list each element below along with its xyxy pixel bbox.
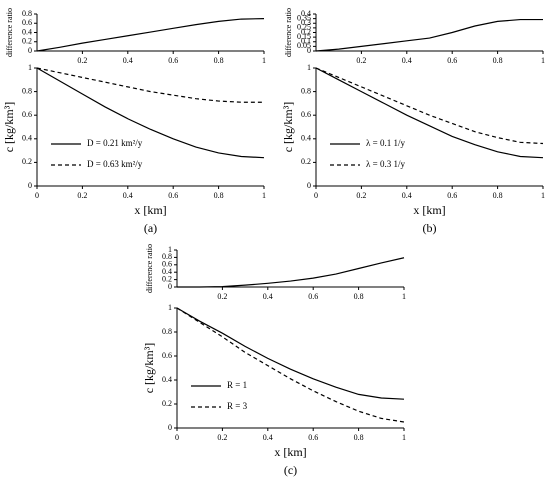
data-line: [176, 307, 405, 400]
y-tick-label: 0.4: [22, 27, 32, 36]
y-tick-label: 0.15: [297, 32, 311, 41]
y-tick-label: 0.4: [162, 267, 172, 276]
data-line: [315, 67, 544, 159]
x-axis-label: x [km]: [274, 445, 306, 459]
y-tick-label: 0: [168, 423, 172, 432]
panel-caption: (a): [144, 221, 157, 235]
x-tick-label: 0.2: [77, 56, 87, 65]
x-tick-label: 0.4: [402, 191, 412, 200]
y-tick-label: 0.8: [22, 9, 32, 18]
y-axis-label: c [kg/km³]: [2, 102, 16, 153]
x-tick-label: 0: [35, 191, 39, 200]
x-tick-label: 0.8: [214, 191, 224, 200]
y-tick-label: 0.8: [22, 86, 32, 95]
x-tick-label: 0: [175, 433, 179, 442]
y-tick-label: 0.2: [301, 27, 311, 36]
x-tick-label: 0.8: [214, 56, 224, 65]
x-tick-label: 0.8: [354, 292, 364, 301]
x-tick-label: 1: [541, 191, 545, 200]
y-tick-label: 0.8: [162, 327, 172, 336]
x-tick-label: 0.8: [354, 433, 364, 442]
y-tick-label: 0.4: [22, 134, 32, 143]
legend-label: D = 0.63 km²/y: [87, 159, 143, 169]
data-line: [177, 257, 405, 288]
y-tick-label: 0.2: [162, 399, 172, 408]
y-tick-label: 1: [168, 303, 172, 312]
y-tick-label: 0.3: [301, 18, 311, 27]
y-tick-label: 1: [28, 63, 32, 72]
x-tick-label: 0.4: [402, 56, 412, 65]
data-line: [36, 67, 264, 103]
y-tick-label: 0.4: [301, 9, 311, 18]
x-tick-label: 0.8: [493, 56, 503, 65]
y-axis-label: difference ratio: [5, 8, 14, 57]
x-tick-label: 1: [541, 56, 545, 65]
y-tick-label: 0.4: [301, 134, 311, 143]
x-tick-label: 0.6: [447, 191, 457, 200]
x-tick-label: 0: [314, 191, 318, 200]
y-tick-label: 0.6: [162, 351, 172, 360]
x-tick-label: 0.6: [308, 292, 318, 301]
x-tick-label: 1: [262, 56, 266, 65]
x-tick-label: 1: [262, 191, 266, 200]
y-tick-label: 0.35: [297, 13, 311, 22]
x-tick-label: 0.6: [447, 56, 457, 65]
y-axis-label: c [kg/km³]: [281, 102, 295, 153]
panel-caption: (c): [284, 463, 297, 477]
y-tick-label: 0.6: [162, 260, 172, 269]
x-tick-label: 1: [402, 292, 406, 301]
y-tick-label: 0: [307, 46, 311, 55]
x-tick-label: 0.2: [217, 292, 227, 301]
data-line: [36, 67, 265, 159]
y-tick-label: 0.05: [297, 41, 311, 50]
y-tick-label: 0.2: [162, 274, 172, 283]
legend-label: R = 1: [227, 380, 247, 390]
x-tick-label: 0.6: [168, 191, 178, 200]
y-tick-label: 0: [307, 181, 311, 190]
y-tick-label: 0.25: [297, 23, 311, 32]
y-tick-label: 0.8: [162, 252, 172, 261]
y-tick-label: 1: [168, 245, 172, 254]
y-tick-label: 0: [168, 282, 172, 291]
data-line: [36, 18, 265, 52]
x-tick-label: 0.4: [263, 433, 273, 442]
data-line: [315, 67, 544, 145]
panel-caption: (b): [423, 221, 437, 235]
legend-label: D = 0.21 km²/y: [87, 138, 143, 148]
data-line: [315, 18, 543, 52]
x-tick-label: 0.2: [217, 433, 227, 442]
y-tick-label: 0.6: [22, 18, 32, 27]
legend-label: R = 3: [227, 401, 248, 411]
y-tick-label: 0.8: [301, 86, 311, 95]
y-tick-label: 1: [307, 63, 311, 72]
y-tick-label: 0.2: [22, 157, 32, 166]
x-tick-label: 0.4: [123, 56, 133, 65]
x-tick-label: 0.2: [356, 56, 366, 65]
data-line: [176, 307, 405, 423]
x-tick-label: 0.8: [493, 191, 503, 200]
y-tick-label: 0.1: [301, 37, 311, 46]
y-tick-label: 0.6: [301, 110, 311, 119]
x-tick-label: 0.4: [123, 191, 133, 200]
y-tick-label: 0: [28, 181, 32, 190]
x-axis-label: x [km]: [134, 203, 166, 217]
x-tick-label: 0.2: [77, 191, 87, 200]
x-axis-label: x [km]: [413, 203, 445, 217]
legend-label: λ = 0.3 1/y: [366, 159, 405, 169]
x-tick-label: 0.6: [168, 56, 178, 65]
y-axis-label: c [kg/km³]: [142, 343, 156, 394]
y-tick-label: 0.4: [162, 375, 172, 384]
x-tick-label: 0.6: [308, 433, 318, 442]
x-tick-label: 1: [402, 433, 406, 442]
y-tick-label: 0.2: [22, 37, 32, 46]
y-tick-label: 0: [28, 46, 32, 55]
x-tick-label: 0.2: [356, 191, 366, 200]
x-tick-label: 0.4: [263, 292, 273, 301]
y-axis-label: difference ratio: [284, 8, 293, 57]
y-tick-label: 0.2: [301, 157, 311, 166]
y-tick-label: 0.6: [22, 110, 32, 119]
y-axis-label: difference ratio: [145, 244, 154, 293]
legend-label: λ = 0.1 1/y: [366, 138, 405, 148]
